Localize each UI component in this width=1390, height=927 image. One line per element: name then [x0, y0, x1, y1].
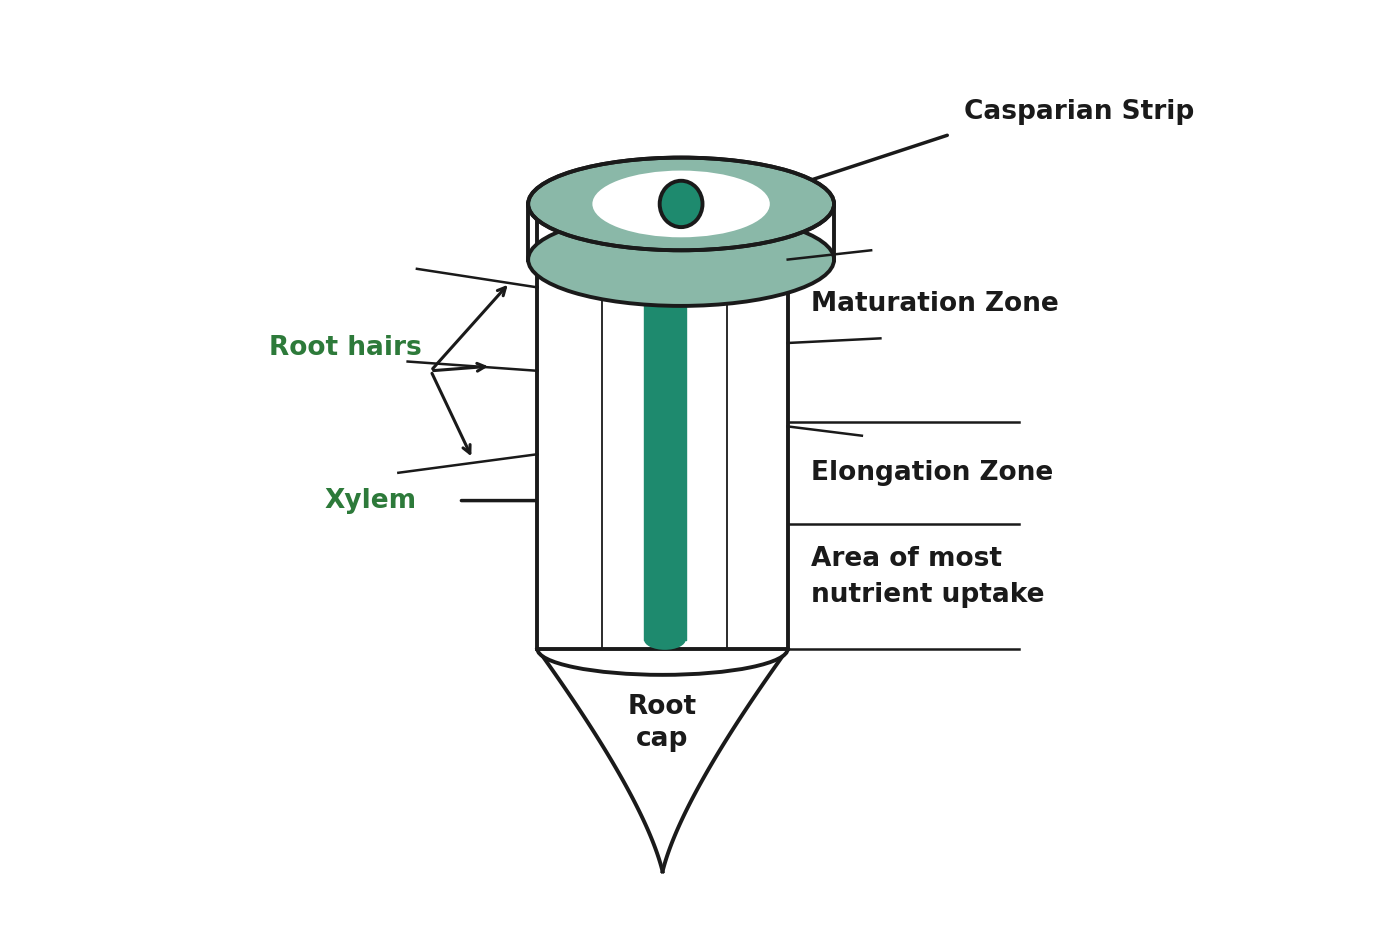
Text: Elongation Zone: Elongation Zone: [810, 460, 1054, 486]
Text: Casparian Strip: Casparian Strip: [963, 99, 1194, 125]
Ellipse shape: [660, 181, 702, 227]
Text: Root
cap: Root cap: [628, 694, 698, 752]
Bar: [538, 204, 788, 649]
Ellipse shape: [528, 158, 834, 250]
Text: Maturation Zone: Maturation Zone: [810, 290, 1059, 317]
Ellipse shape: [538, 623, 788, 675]
Text: Xylem: Xylem: [324, 488, 417, 514]
Ellipse shape: [528, 213, 834, 306]
Ellipse shape: [644, 629, 685, 650]
Ellipse shape: [592, 171, 770, 237]
Text: Area of most
nutrient uptake: Area of most nutrient uptake: [810, 546, 1044, 608]
Text: Root hairs: Root hairs: [268, 335, 421, 361]
Polygon shape: [538, 649, 788, 871]
